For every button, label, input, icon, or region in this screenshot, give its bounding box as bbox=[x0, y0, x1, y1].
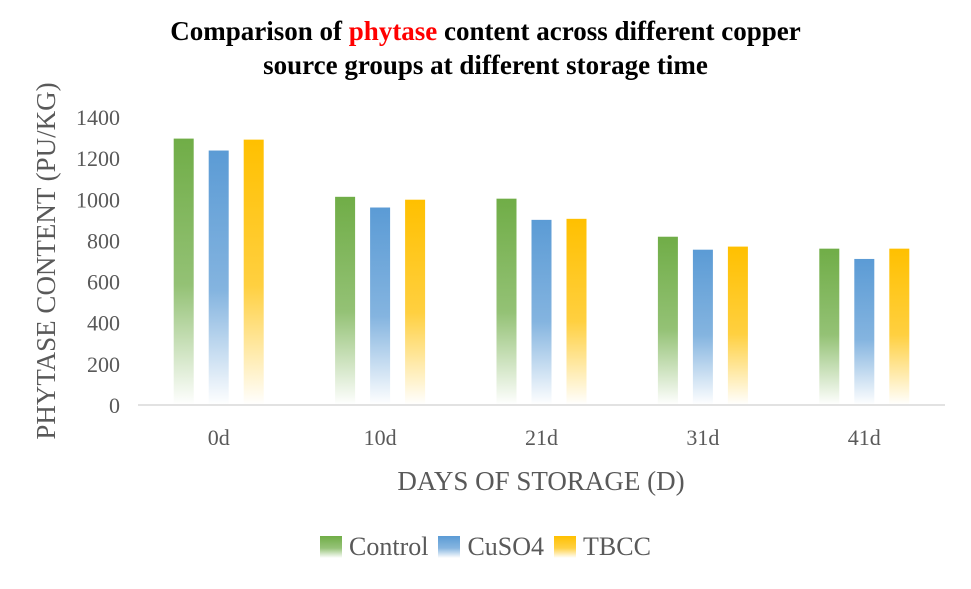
legend-item-cuso4: CuSO4 bbox=[438, 532, 544, 562]
y-tick-label: 1200 bbox=[76, 146, 120, 171]
legend-label: Control bbox=[349, 532, 429, 561]
bar-control-0d bbox=[173, 138, 194, 405]
y-tick-label: 600 bbox=[87, 270, 120, 295]
bar-tbcc-31d bbox=[727, 246, 748, 405]
legend-swatch bbox=[320, 536, 343, 558]
y-tick-label: 400 bbox=[87, 311, 120, 336]
legend-label: CuSO4 bbox=[467, 532, 545, 561]
chart-title-highlight: phytase bbox=[348, 16, 438, 46]
legend-swatch bbox=[438, 536, 461, 558]
bar-tbcc-41d bbox=[889, 248, 910, 405]
chart-title-prefix: Comparison of bbox=[170, 16, 349, 46]
y-tick-label: 0 bbox=[109, 393, 120, 418]
x-tick-label: 31d bbox=[686, 425, 719, 450]
bar-tbcc-10d bbox=[405, 199, 426, 405]
chart-title-line-2: source groups at different storage time bbox=[263, 50, 708, 80]
bar-tbcc-21d bbox=[566, 218, 587, 405]
bar-control-21d bbox=[496, 198, 517, 405]
y-axis-ticks: 0 200 400 600 800 1000 1200 1400 bbox=[76, 105, 120, 418]
legend-item-control: Control bbox=[320, 532, 428, 562]
bar-control-31d bbox=[657, 236, 678, 405]
x-tick-label: 41d bbox=[848, 425, 881, 450]
bars-layer bbox=[173, 138, 910, 405]
bar-cuso4-0d bbox=[208, 150, 229, 405]
x-tick-label: 10d bbox=[364, 425, 397, 450]
bar-cuso4-31d bbox=[692, 249, 713, 405]
bar-control-10d bbox=[335, 196, 356, 405]
x-axis-ticks: 0d 10d 21d 31d 41d bbox=[208, 425, 881, 450]
x-tick-label: 21d bbox=[525, 425, 558, 450]
y-tick-label: 200 bbox=[87, 352, 120, 377]
bar-cuso4-41d bbox=[854, 258, 875, 405]
x-tick-label: 0d bbox=[208, 425, 230, 450]
bar-control-41d bbox=[819, 248, 840, 405]
chart-title-suffix: content across different copper bbox=[437, 16, 801, 46]
bar-cuso4-21d bbox=[531, 219, 552, 405]
chart-title: Comparison of phytase content across dif… bbox=[0, 14, 971, 82]
legend-label: TBCC bbox=[583, 532, 651, 561]
y-tick-label: 1400 bbox=[76, 105, 120, 130]
legend-item-tbcc: TBCC bbox=[554, 532, 651, 562]
y-axis-title: PHYTASE CONTENT (PU/KG) bbox=[31, 82, 61, 439]
x-axis-title: DAYS OF STORAGE (D) bbox=[397, 466, 684, 496]
chart-legend: Control CuSO4 TBCC bbox=[0, 532, 971, 562]
y-tick-label: 800 bbox=[87, 228, 120, 253]
bar-cuso4-10d bbox=[370, 207, 391, 405]
y-tick-label: 1000 bbox=[76, 187, 120, 212]
chart-title-line-1: Comparison of phytase content across dif… bbox=[0, 14, 971, 48]
bar-tbcc-0d bbox=[243, 139, 264, 405]
legend-swatch bbox=[554, 536, 577, 558]
